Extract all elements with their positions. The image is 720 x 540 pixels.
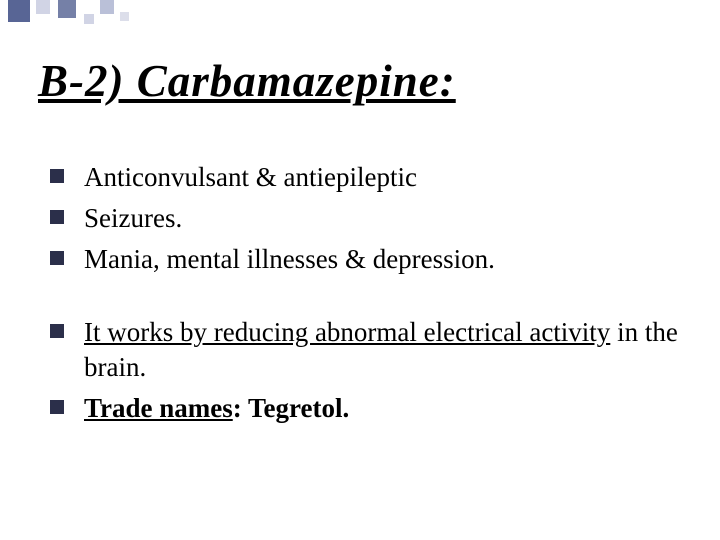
corner-decoration	[0, 0, 200, 40]
slide-title: B-2) Carbamazepine:	[38, 55, 456, 107]
bullet-item: Trade names: Tegretol.	[50, 391, 690, 426]
colon: :	[233, 393, 242, 423]
bullet-text: Seizures.	[84, 201, 182, 236]
deco-square	[84, 14, 94, 24]
bullet-item: It works by reducing abnormal electrical…	[50, 315, 690, 385]
underlined-phrase: It works by reducing abnormal electrical…	[84, 317, 610, 347]
bullet-item: Seizures.	[50, 201, 690, 236]
bullet-text: Anticonvulsant & antiepileptic	[84, 160, 417, 195]
bullet-item: Mania, mental illnesses & depression.	[50, 242, 690, 277]
deco-square	[100, 0, 114, 14]
deco-square	[120, 12, 129, 21]
deco-square	[8, 0, 30, 22]
trade-names-label: Trade names	[84, 393, 233, 423]
trade-names-value: Tegretol.	[242, 393, 350, 423]
deco-square	[36, 0, 50, 14]
content-area: Anticonvulsant & antiepileptic Seizures.…	[50, 160, 690, 433]
bullet-square-icon	[50, 251, 64, 265]
bullet-square-icon	[50, 324, 64, 338]
bullet-text: Mania, mental illnesses & depression.	[84, 242, 495, 277]
bullet-square-icon	[50, 169, 64, 183]
bullet-square-icon	[50, 210, 64, 224]
bullet-text: It works by reducing abnormal electrical…	[84, 315, 690, 385]
bullet-item: Anticonvulsant & antiepileptic	[50, 160, 690, 195]
deco-square	[58, 0, 76, 18]
bullet-square-icon	[50, 400, 64, 414]
bullet-text: Trade names: Tegretol.	[84, 391, 349, 426]
